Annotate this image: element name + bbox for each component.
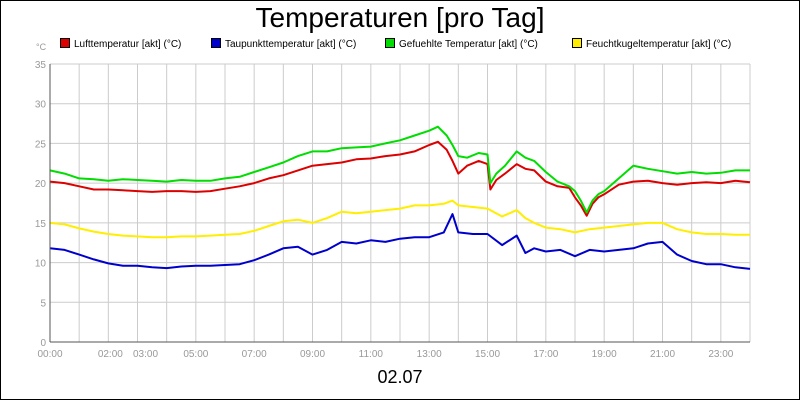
series-line-3 (49, 199, 750, 239)
x-tick-label: 09:00 (300, 349, 325, 360)
legend-swatch-green (385, 38, 395, 48)
x-tick-label: 03:00 (133, 349, 158, 360)
legend-swatch-blue (211, 38, 221, 48)
chart-axes: 0 5 10 15 20 25 30 35 00:00 02:00 03:00 05:00 07:00 0… (35, 60, 750, 360)
legend-label: Feuchtkugeltemperatur [akt] (°C) (586, 39, 732, 50)
x-tick-label: 02:00 (98, 349, 123, 360)
y-tick-label: 0 (40, 338, 46, 349)
chart-title: Temperaturen [pro Tag] (255, 2, 545, 33)
y-tick-label: 20 (35, 179, 47, 190)
x-tick-label: 15:00 (475, 349, 500, 360)
legend-item-gefuehlte-temperatur: Gefuehlte Temperatur [akt] (°C) (385, 38, 538, 50)
x-tick-label: 13:00 (417, 349, 442, 360)
x-tick-label: 19:00 (592, 349, 617, 360)
y-tick-label: 30 (35, 100, 47, 111)
legend-label: Gefuehlte Temperatur [akt] (°C) (399, 39, 538, 50)
y-tick-label: 10 (35, 259, 47, 270)
x-tick-label: 05:00 (183, 349, 208, 360)
legend-item-feuchtkugeltemperatur: Feuchtkugeltemperatur [akt] (°C) (572, 38, 731, 50)
legend-item-lufttemperatur: Lufttemperatur [akt] (°C) (60, 38, 181, 50)
legend-label: Taupunkttemperatur [akt] (°C) (225, 39, 357, 50)
y-tick-label: 5 (40, 298, 46, 309)
y-axis-unit: °C (36, 42, 47, 52)
chart-legend: Lufttemperatur [akt] (°C) Taupunkttemper… (0, 38, 800, 54)
series-line-2 (49, 125, 750, 214)
x-tick-label: 07:00 (242, 349, 267, 360)
legend-swatch-red (60, 38, 70, 48)
series-line-0 (49, 140, 751, 217)
y-tick-label: 35 (35, 60, 47, 71)
series-line-1 (49, 213, 751, 270)
x-tick-label: 17:00 (533, 349, 558, 360)
chart-series (49, 125, 751, 270)
chart-date-label: 02.07 (377, 367, 423, 387)
legend-swatch-yellow (572, 38, 582, 48)
legend-label: Lufttemperatur [akt] (°C) (74, 39, 182, 50)
x-tick-label: 11:00 (359, 349, 384, 360)
x-tick-label: 21:00 (650, 349, 675, 360)
chart-grid (49, 63, 751, 343)
x-tick-label: 23:00 (708, 349, 733, 360)
y-tick-label: 15 (35, 219, 47, 230)
x-tick-label: 00:00 (37, 349, 62, 360)
y-tick-label: 25 (35, 139, 47, 150)
legend-item-taupunkttemperatur: Taupunkttemperatur [akt] (°C) (211, 38, 356, 50)
